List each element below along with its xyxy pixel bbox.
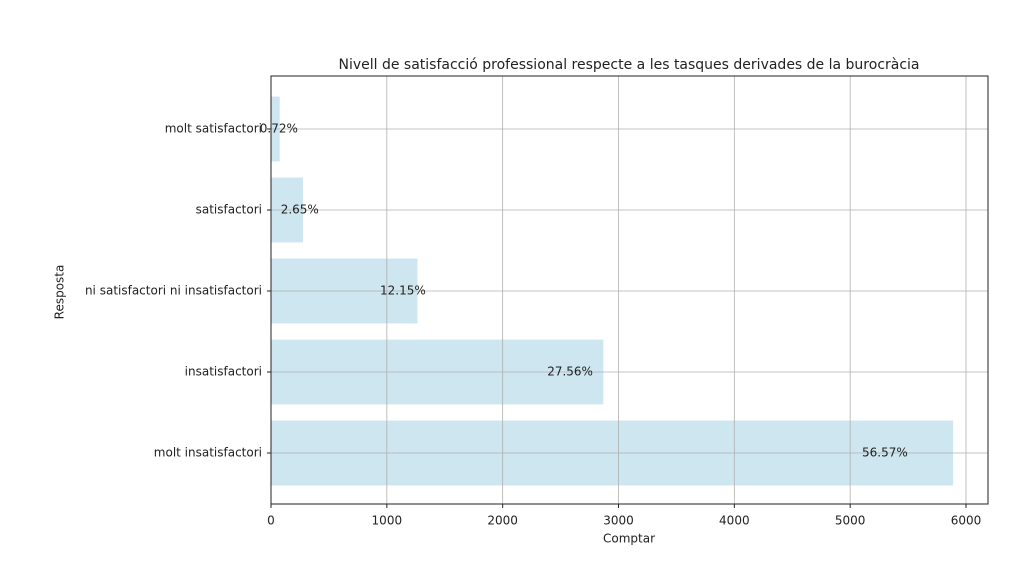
x-tick-label: 1000 [372,514,403,528]
y-tick-label: satisfactori [196,203,262,217]
data-label: 2.65% [281,203,319,217]
x-tick-label: 4000 [719,514,750,528]
y-tick-label: molt insatisfactori [154,446,262,460]
x-axis-label: Comptar [603,532,655,546]
y-tick-label: insatisfactori [185,365,262,379]
data-label: 27.56% [547,365,593,379]
x-tick-label: 6000 [951,514,982,528]
data-label: 56.57% [862,446,908,460]
y-tick-label: molt satisfactori [165,122,262,136]
x-tick-label: 0 [267,514,275,528]
y-axis-label: Resposta [53,265,67,320]
plot-frame [270,75,989,505]
chart-title: Nivell de satisfacció professional respe… [338,57,919,73]
y-tick-label: ni satisfactori ni insatisfactori [85,284,262,298]
x-tick-label: 5000 [835,514,866,528]
data-label: 0.72% [260,122,298,136]
x-tick-label: 2000 [487,514,518,528]
data-label: 12.15% [380,284,426,298]
x-tick-label: 3000 [603,514,634,528]
